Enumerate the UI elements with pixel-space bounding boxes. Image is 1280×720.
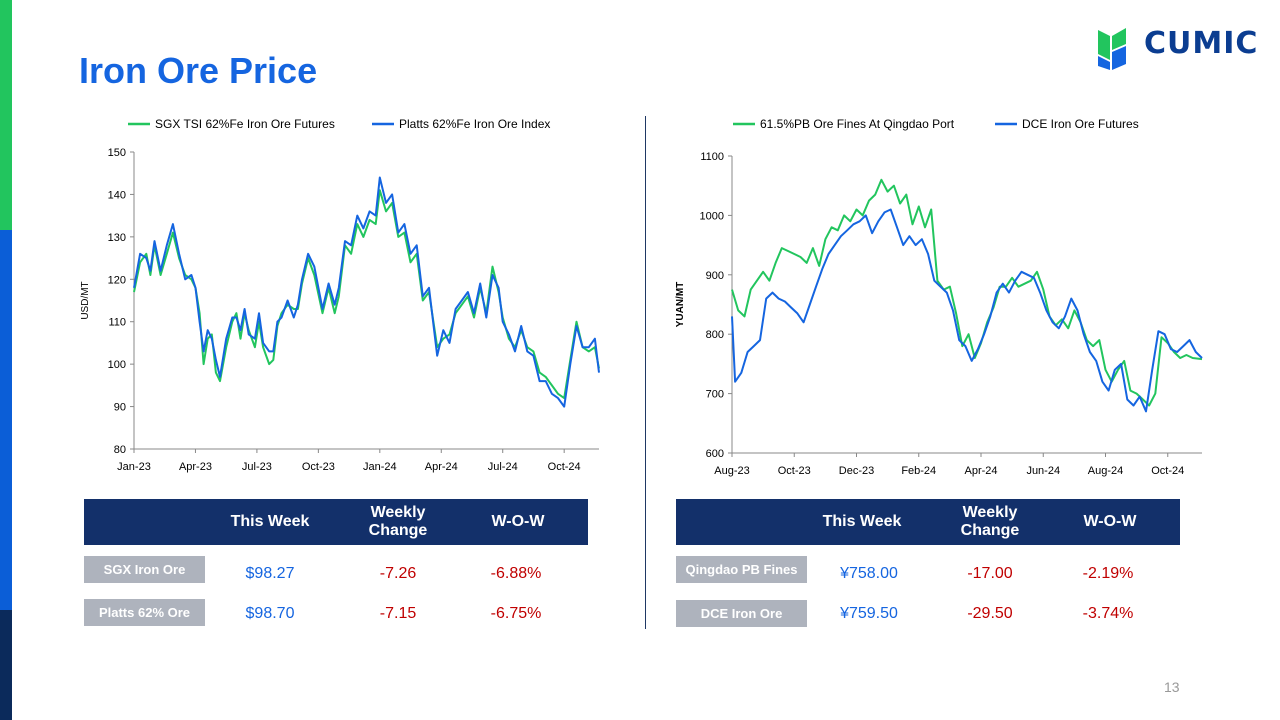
yuan-stats-table: This Week Weekly Change W-O-W Qingdao PB… <box>676 499 1180 639</box>
x-tick-label: Jul-23 <box>242 461 272 473</box>
table-header: This Week Weekly Change W-O-W <box>676 499 1180 545</box>
header-wow: W-O-W <box>1083 513 1137 530</box>
y-tick-label: 90 <box>114 402 126 414</box>
y-tick-label: 900 <box>706 270 724 282</box>
row-label-dce: DCE Iron Ore <box>676 600 807 627</box>
header-weekly-change: Weekly Change <box>960 504 1020 539</box>
row-label-qingdao: Qingdao PB Fines <box>676 556 807 583</box>
qingdao-this-week: ¥758.00 <box>840 565 898 582</box>
y-tick-label: 150 <box>108 147 126 159</box>
iron-ore-yuan-chart: 600 700 800 900 1000 1100 Aug-23 Oct-23 Dec-23 Fe… <box>675 117 1203 477</box>
header-wow: W-O-W <box>491 513 545 530</box>
y-tick-label: 600 <box>706 448 724 460</box>
y-tick-label: 120 <box>108 274 126 286</box>
y-tick-label: 80 <box>114 444 126 456</box>
legend-label: 61.5%PB Ore Fines At Qingdao Port <box>760 117 955 131</box>
x-tick-label: Oct-23 <box>778 465 811 477</box>
x-tick-label: Feb-24 <box>901 465 936 477</box>
qingdao-weekly-change: -17.00 <box>967 565 1013 582</box>
platts-this-week: $98.70 <box>245 605 295 622</box>
platts-weekly-change: -7.15 <box>379 605 417 622</box>
legend-label: SGX TSI 62%Fe Iron Ore Futures <box>155 117 335 131</box>
logo-text: CUMIC <box>1144 26 1259 61</box>
header-this-week: This Week <box>822 513 902 530</box>
header-weekly-change: Weekly Change <box>368 504 428 539</box>
x-tick-label: Jun-24 <box>1026 465 1060 477</box>
x-tick-label: Oct-23 <box>302 461 335 473</box>
iron-ore-usd-chart: 80 90 100 110 120 130 140 150 Jan-23 Apr-23 Jul-23… <box>80 117 600 473</box>
series-line-2 <box>731 208 1203 413</box>
y-tick-label: 130 <box>108 232 126 244</box>
y-tick-label: 110 <box>108 317 126 329</box>
usd-stats-table: This Week Weekly Change W-O-W SGX Iron O… <box>84 499 588 639</box>
x-tick-label: Apr-24 <box>964 465 997 477</box>
x-tick-label: Aug-23 <box>714 465 749 477</box>
sgx-weekly-change: -7.26 <box>379 565 417 582</box>
x-tick-label: Oct-24 <box>1151 465 1184 477</box>
x-tick-label: Jan-24 <box>363 461 397 473</box>
x-tick-label: Apr-23 <box>179 461 212 473</box>
table-header: This Week Weekly Change W-O-W <box>84 499 588 545</box>
page-title: Iron Ore Price <box>79 50 318 91</box>
platts-wow: -6.75% <box>490 605 542 622</box>
sgx-wow: -6.88% <box>490 565 542 582</box>
row-label-sgx: SGX Iron Ore <box>84 556 205 583</box>
logo-mark-icon <box>1098 28 1126 70</box>
x-tick-label: Dec-23 <box>839 465 874 477</box>
x-tick-label: Jan-23 <box>117 461 151 473</box>
series-line-2 <box>133 176 600 408</box>
x-tick-label: Jul-24 <box>488 461 518 473</box>
y-axis-label: YUAN/MT <box>675 282 686 328</box>
left-accent-bar <box>0 0 12 720</box>
y-tick-label: 1100 <box>700 151 724 163</box>
series-line-1 <box>731 178 1203 407</box>
y-tick-label: 140 <box>108 189 126 201</box>
page-number: 13 <box>1164 679 1180 695</box>
dce-wow: -3.74% <box>1082 605 1134 622</box>
y-tick-label: 700 <box>706 389 724 401</box>
x-tick-label: Apr-24 <box>425 461 458 473</box>
dce-this-week: ¥759.50 <box>840 605 898 622</box>
qingdao-wow: -2.19% <box>1082 565 1134 582</box>
x-tick-label: Oct-24 <box>548 461 581 473</box>
y-tick-label: 100 <box>108 359 126 371</box>
legend-label: Platts 62%Fe Iron Ore Index <box>399 117 550 131</box>
y-tick-label: 800 <box>706 329 724 341</box>
vertical-divider <box>645 116 646 629</box>
y-axis-label: USD/MT <box>80 281 91 319</box>
company-logo: CUMIC <box>1096 20 1266 70</box>
dce-weekly-change: -29.50 <box>967 605 1013 622</box>
row-label-platts: Platts 62% Ore <box>84 599 205 626</box>
x-tick-label: Aug-24 <box>1088 465 1123 477</box>
y-tick-label: 1000 <box>700 210 724 222</box>
header-this-week: This Week <box>230 513 310 530</box>
sgx-this-week: $98.27 <box>245 565 295 582</box>
legend-label: DCE Iron Ore Futures <box>1022 117 1139 131</box>
